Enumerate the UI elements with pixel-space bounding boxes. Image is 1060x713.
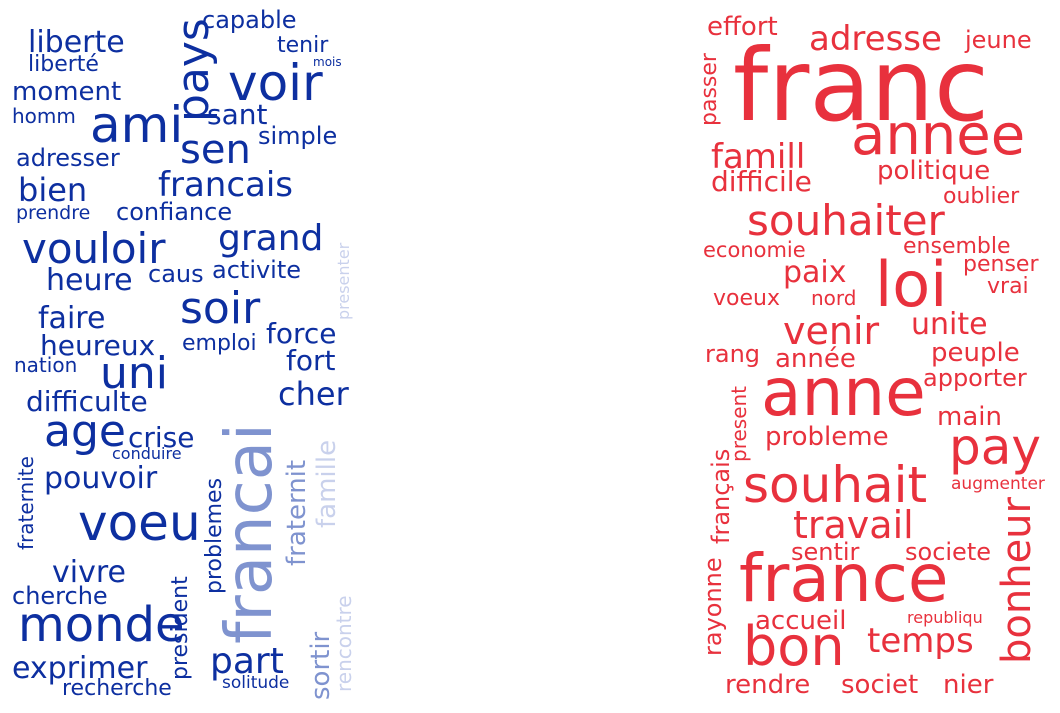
word-ami: ami [90, 96, 184, 154]
word-economie: economie [703, 238, 806, 262]
word-confiance: confiance [116, 198, 233, 226]
word-difficile: difficile [711, 165, 812, 198]
word-oublier: oublier [943, 184, 1020, 209]
word-annee: annee [851, 103, 1026, 168]
word-annee-accent: année [775, 344, 856, 374]
word-probleme: probleme [765, 422, 889, 452]
word-souhaiter: souhaiter [747, 196, 945, 245]
word-pay: pay [949, 418, 1041, 476]
word-caus: caus [148, 260, 204, 288]
word-effort: effort [707, 12, 778, 42]
word-rencontre: rencontre [332, 595, 356, 692]
word-simple: simple [258, 122, 338, 150]
word-cherche: cherche [12, 582, 108, 610]
word-voeu: voeu [78, 494, 201, 552]
word-venir: venir [783, 309, 880, 353]
word-grand: grand [218, 218, 324, 259]
word-peuple: peuple [931, 338, 1020, 368]
word-vrai: vrai [987, 274, 1029, 299]
word-adresse: adresse [809, 19, 942, 59]
word-rang: rang [705, 340, 761, 368]
word-rendre: rendre [725, 670, 811, 700]
word-heure: heure [46, 263, 133, 298]
word-force: force [266, 317, 337, 350]
word-sen: sen [180, 127, 251, 173]
word-nier: nier [943, 670, 994, 700]
word-ensemble: ensemble [903, 234, 1011, 259]
word-francai: francai [213, 423, 287, 644]
word-sentir: sentir [791, 538, 860, 566]
word-presenter: presenter [334, 242, 353, 320]
word-liberte-accent: liberté [28, 52, 99, 77]
word-heureux: heureux [40, 329, 156, 362]
word-monde: monde [18, 597, 185, 653]
word-bonheur: bonheur [994, 497, 1040, 664]
word-adresser: adresser [16, 144, 120, 172]
word-conduire: conduire [112, 444, 182, 463]
word-cher: cher [278, 375, 349, 413]
word-penser: penser [963, 252, 1039, 277]
word-anne: anne [761, 354, 926, 431]
word-sant: sant [207, 98, 268, 131]
word-solitude: solitude [222, 673, 290, 693]
word-francais: francais [158, 165, 294, 205]
word-vouloir: vouloir [22, 224, 166, 273]
word-age: age [44, 406, 126, 457]
word-emploi: emploi [182, 331, 257, 356]
word-souhait: souhait [743, 456, 928, 514]
word-accueil: accueil [755, 606, 847, 636]
word-franc: franc [733, 27, 989, 144]
word-rayonne: rayonne [699, 557, 727, 656]
word-cloud-left: liberte capable tenir liberté mois pays … [0, 0, 360, 713]
word-nation: nation [14, 353, 78, 377]
word-main: main [937, 402, 1002, 432]
word-unite: unite [911, 307, 988, 342]
word-pouvoir: pouvoir [44, 461, 158, 496]
word-difficulte: difficulte [26, 385, 148, 418]
word-uni: uni [100, 348, 168, 399]
word-societ: societ [841, 670, 919, 700]
word-mois: mois [313, 55, 342, 69]
word-augmenter: augmenter [951, 474, 1045, 494]
word-sortir: sortir [306, 631, 336, 700]
word-travail: travail [793, 503, 914, 547]
word-crise: crise [128, 421, 195, 454]
word-passer: passer [697, 53, 722, 126]
word-famille: famille [312, 439, 342, 528]
word-fort: fort [286, 344, 336, 377]
word-homm: homm [12, 104, 76, 128]
word-republiqu: republiqu [907, 608, 983, 627]
word-exprimer: exprimer [12, 651, 148, 686]
word-paix: paix [783, 255, 847, 290]
word-politique: politique [877, 156, 991, 186]
word-fraternit: fraternit [282, 459, 312, 566]
word-cloud-right: effort adresse jeune passer franc annee … [695, 0, 1060, 713]
word-france: france [739, 540, 949, 617]
word-nord: nord [811, 286, 857, 310]
word-temps: temps [867, 621, 974, 661]
word-soir: soir [180, 283, 261, 334]
word-recherche: recherche [62, 676, 172, 701]
word-voeux: voeux [713, 286, 780, 311]
word-part: part [210, 641, 284, 682]
word-voir: voir [228, 54, 323, 112]
word-liberte: liberte [28, 25, 125, 60]
word-apporter: apporter [923, 364, 1027, 392]
word-vivre: vivre [52, 555, 126, 590]
word-societe: societe [905, 538, 991, 566]
word-tenir: tenir [277, 33, 329, 58]
word-jeune: jeune [965, 26, 1032, 54]
word-bon: bon [743, 615, 845, 678]
word-faire: faire [38, 301, 106, 336]
word-bien: bien [18, 171, 88, 209]
word-activite: activite [212, 256, 302, 284]
word-prendre: prendre [16, 202, 91, 224]
word-famill: famill [711, 137, 806, 177]
word-capable: capable [202, 6, 297, 34]
word-moment: moment [12, 77, 122, 107]
word-loi: loi [875, 248, 948, 321]
word-fraternite: fraternite [14, 456, 38, 550]
word-francais-accent: français [707, 448, 735, 544]
word-problemes: problemes [202, 477, 227, 594]
